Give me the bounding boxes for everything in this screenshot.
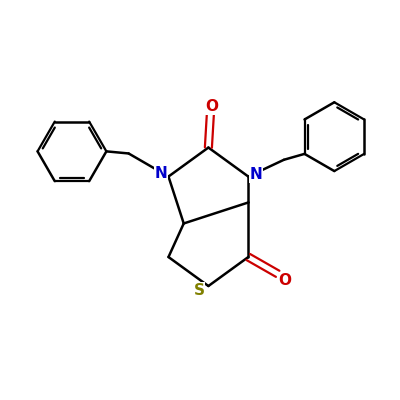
Text: O: O: [278, 273, 291, 288]
Text: O: O: [205, 99, 218, 114]
Text: N: N: [250, 167, 262, 182]
Text: S: S: [194, 283, 205, 298]
Text: N: N: [154, 166, 167, 181]
